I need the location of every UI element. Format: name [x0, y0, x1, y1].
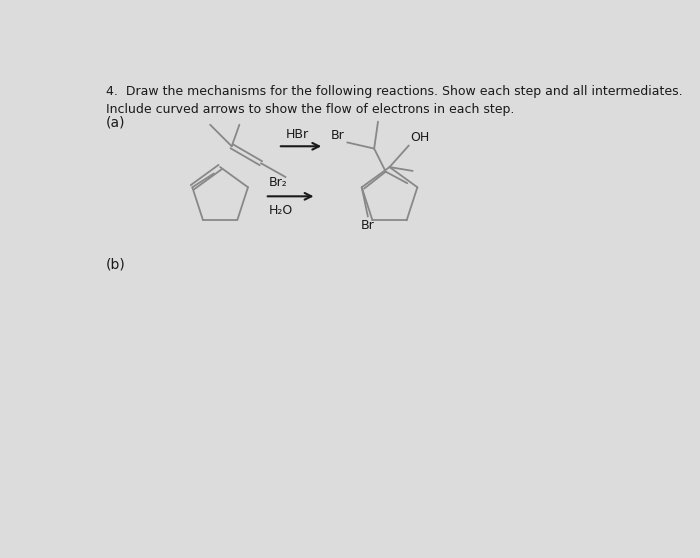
Text: Br: Br [331, 129, 345, 142]
Text: HBr: HBr [286, 128, 309, 141]
Text: Br: Br [361, 219, 374, 232]
Text: (b): (b) [106, 258, 126, 272]
Text: H₂O: H₂O [269, 204, 293, 217]
Text: (a): (a) [106, 116, 126, 129]
Text: Br₂: Br₂ [269, 176, 288, 189]
Text: 4.  Draw the mechanisms for the following reactions. Show each step and all inte: 4. Draw the mechanisms for the following… [106, 85, 682, 116]
Text: OH: OH [410, 131, 430, 144]
